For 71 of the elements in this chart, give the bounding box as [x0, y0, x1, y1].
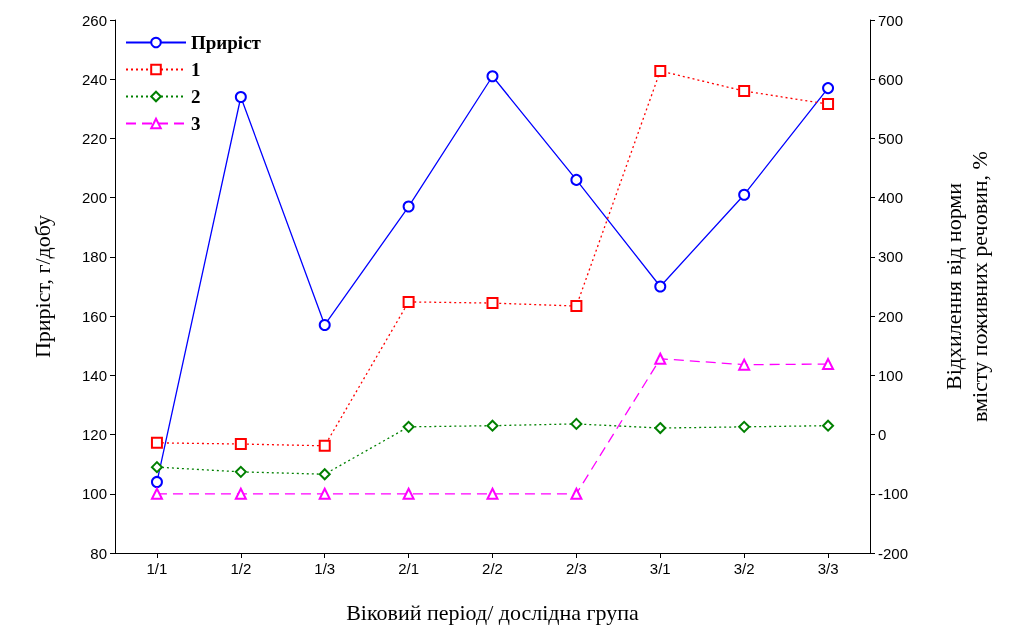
y-tick-label: 180: [81, 248, 107, 266]
point: [234, 438, 247, 451]
x-tick-label: 1/2: [230, 560, 252, 577]
y-tick-label: 160: [81, 307, 107, 325]
x-tick-label: 2/3: [565, 560, 587, 577]
y2-tick-label: 600: [878, 70, 904, 88]
y-tick-label: 200: [81, 189, 107, 207]
point: [318, 468, 331, 481]
point: [654, 352, 667, 365]
point: [654, 422, 667, 435]
x-tick-label: 1/3: [314, 560, 336, 577]
y-tick-label: 100: [81, 485, 107, 503]
x-tick-label: 3/2: [733, 560, 755, 577]
point: [402, 295, 415, 308]
point: [486, 297, 499, 310]
point: [738, 420, 751, 433]
point: [822, 82, 835, 95]
point: [486, 70, 499, 83]
x-tick-label: 3/3: [817, 560, 839, 577]
point: [234, 487, 247, 500]
point: [234, 90, 247, 103]
point: [318, 439, 331, 452]
y2-tick-label: 300: [878, 248, 904, 266]
point: [822, 419, 835, 432]
x-tick-label: 3/1: [649, 560, 671, 577]
x-tick-label: 2/2: [482, 560, 503, 577]
legend-label: 1: [191, 59, 201, 80]
y-axis-title: Приріст, г/добу: [29, 214, 55, 359]
legend-label: 2: [191, 86, 201, 107]
y2-tick-label: -100: [878, 485, 909, 503]
y-tick-label: 220: [81, 129, 107, 147]
y2-tick-label: 100: [878, 366, 904, 384]
point: [570, 417, 583, 430]
legend-label: Приріст: [191, 32, 262, 53]
point: [150, 461, 163, 474]
y2-tick-label: 0: [878, 426, 887, 444]
point: [570, 173, 583, 186]
point: [402, 420, 415, 433]
y2-tick-label: 500: [878, 129, 904, 147]
point: [822, 98, 835, 111]
y-tick-label: 240: [81, 70, 107, 88]
point: [318, 487, 331, 500]
point: [402, 200, 415, 213]
y2-tick-label: 400: [878, 189, 904, 207]
point: [150, 487, 163, 500]
y2-tick-label: 700: [878, 11, 904, 29]
point: [486, 487, 499, 500]
y-tick-label: 120: [81, 426, 107, 444]
x-tick-label: 2/1: [398, 560, 420, 577]
legend-label: 3: [191, 113, 201, 134]
point: [738, 85, 751, 98]
point: [150, 475, 163, 488]
y2-tick-label: 200: [878, 307, 904, 325]
x-axis-title: Віковий період/ дослідна група: [346, 599, 640, 625]
y2-tick-label: -200: [878, 544, 909, 562]
point: [570, 487, 583, 500]
point: [402, 487, 415, 500]
y-tick-label: 140: [81, 366, 107, 384]
y2-axis-title: Відхилення від норми вмісту поживних речовин, %: [940, 151, 992, 422]
point: [234, 465, 247, 478]
point: [570, 300, 583, 313]
point: [654, 280, 667, 293]
y-tick-label: 80: [90, 544, 107, 562]
point: [150, 436, 163, 449]
point: [318, 319, 331, 331]
point: [654, 64, 667, 77]
point: [486, 419, 499, 432]
x-tick-label: 1/1: [146, 560, 168, 577]
y-tick-label: 260: [81, 11, 107, 29]
point: [738, 358, 751, 371]
point: [738, 188, 751, 201]
